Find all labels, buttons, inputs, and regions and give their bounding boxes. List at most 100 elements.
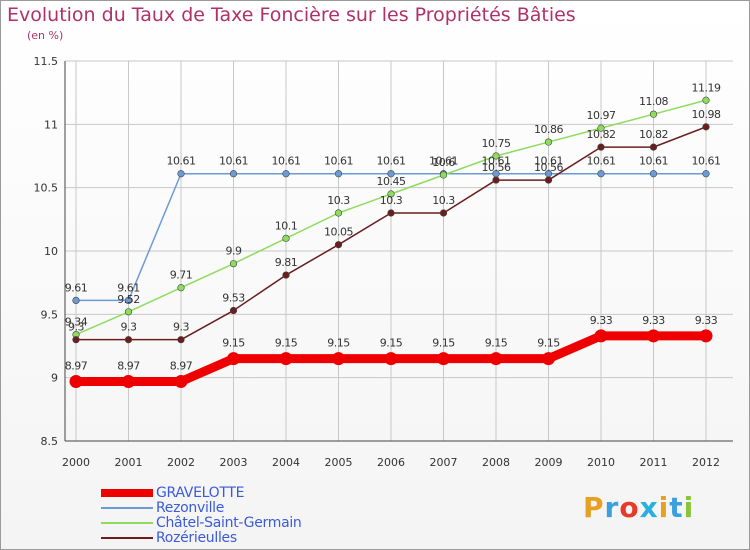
data-point — [384, 352, 398, 366]
legend-swatch — [101, 537, 153, 539]
data-point — [72, 296, 80, 305]
data-point — [334, 209, 343, 217]
data-label: 9.33 — [695, 314, 718, 327]
data-point — [702, 170, 710, 178]
logo-letter: o — [619, 491, 640, 524]
data-label: 9.15 — [485, 337, 508, 350]
data-point — [542, 352, 555, 366]
data-point — [649, 110, 658, 118]
data-point — [229, 260, 238, 268]
legend-label: Rozérieulles — [156, 530, 237, 546]
data-point — [544, 138, 553, 146]
legend-item: GRAVELOTTE — [101, 485, 244, 501]
logo-letter: r — [604, 491, 620, 524]
data-label: 10.61 — [429, 155, 458, 168]
x-tick-label: 2005 — [325, 456, 353, 469]
data-label: 10.6 — [432, 156, 455, 169]
data-point — [282, 271, 290, 279]
y-tick-label: 11 — [44, 118, 58, 131]
data-point — [229, 306, 238, 315]
legend-swatch — [101, 507, 153, 509]
data-point — [124, 296, 133, 305]
data-label: 10.61 — [482, 155, 511, 168]
data-label: 9.61 — [117, 281, 140, 294]
x-tick-label: 2006 — [377, 456, 405, 469]
data-point — [174, 374, 188, 388]
data-point — [492, 176, 500, 184]
data-point — [282, 170, 290, 178]
data-label: 9.15 — [275, 337, 298, 350]
data-point — [387, 209, 395, 217]
legend-label: Rezonville — [156, 500, 225, 516]
data-point — [124, 336, 133, 344]
y-tick-label: 9.5 — [41, 308, 59, 321]
data-label: 10.61 — [324, 155, 353, 168]
data-point — [279, 352, 293, 366]
data-label: 9.15 — [537, 337, 560, 350]
data-point — [177, 170, 185, 178]
data-label: 9.15 — [380, 337, 403, 350]
data-label: 10.82 — [639, 128, 668, 141]
data-label: 10.98 — [692, 108, 721, 121]
data-point — [647, 329, 660, 343]
data-point — [72, 336, 80, 344]
data-label: 10.3 — [327, 194, 350, 207]
data-label: 10.61 — [534, 155, 563, 168]
data-point — [544, 176, 553, 184]
x-tick-label: 2008 — [482, 456, 510, 469]
data-label: 10.61 — [692, 155, 721, 168]
y-tick-label: 8.5 — [41, 435, 59, 448]
legend-label: Châtel-Saint-Germain — [156, 515, 302, 531]
data-label: 9.33 — [590, 314, 613, 327]
data-label: 8.97 — [117, 359, 140, 372]
data-label: 9.33 — [642, 314, 665, 327]
y-tick-label: 11.5 — [34, 55, 59, 68]
data-point — [122, 374, 135, 388]
data-label: 10.82 — [587, 128, 616, 141]
data-label: 10.61 — [639, 155, 668, 168]
x-tick-label: 2000 — [62, 456, 90, 469]
data-label: 9.9 — [226, 245, 242, 258]
data-label: 10.61 — [219, 155, 248, 168]
data-point — [229, 170, 238, 178]
data-label: 10.61 — [272, 155, 301, 168]
chart-subtitle: (en %) — [27, 29, 64, 42]
data-label: 9.3 — [68, 321, 84, 334]
data-label: 8.97 — [170, 359, 193, 372]
data-label: 10.61 — [167, 155, 196, 168]
legend-item: Châtel-Saint-Germain — [101, 515, 302, 531]
logo-letter: i — [658, 491, 670, 524]
x-tick-label: 2011 — [640, 456, 668, 469]
data-point — [69, 374, 83, 388]
proxiti-logo: Proxiti — [583, 491, 694, 524]
x-tick-label: 2009 — [535, 456, 563, 469]
logo-letter: t — [669, 491, 684, 524]
logo-letter: i — [683, 491, 695, 524]
y-tick-label: 9 — [51, 372, 58, 385]
data-label: 10.45 — [377, 175, 406, 188]
data-label: 10.75 — [482, 137, 511, 150]
data-label: 10.1 — [275, 219, 298, 232]
data-point — [439, 171, 448, 179]
legend-swatch — [101, 489, 153, 497]
data-point — [439, 209, 448, 217]
data-point — [437, 352, 450, 366]
data-label: 9.53 — [222, 292, 245, 305]
data-label: 9.15 — [327, 337, 350, 350]
x-tick-label: 2001 — [115, 456, 143, 469]
data-label: 10.05 — [324, 226, 353, 239]
data-label: 9.34 — [65, 316, 88, 329]
data-label: 9.3 — [121, 321, 137, 334]
data-point — [387, 170, 395, 178]
data-point — [282, 234, 290, 242]
y-tick-label: 10 — [44, 245, 58, 258]
data-point — [597, 170, 605, 178]
data-label: 9.15 — [432, 337, 455, 350]
x-tick-label: 2007 — [430, 456, 458, 469]
data-label: 10.86 — [534, 123, 563, 136]
data-label: 10.3 — [380, 194, 403, 207]
logo-letter: x — [639, 491, 659, 524]
legend-swatch — [101, 522, 153, 524]
logo-letter: P — [583, 491, 605, 524]
